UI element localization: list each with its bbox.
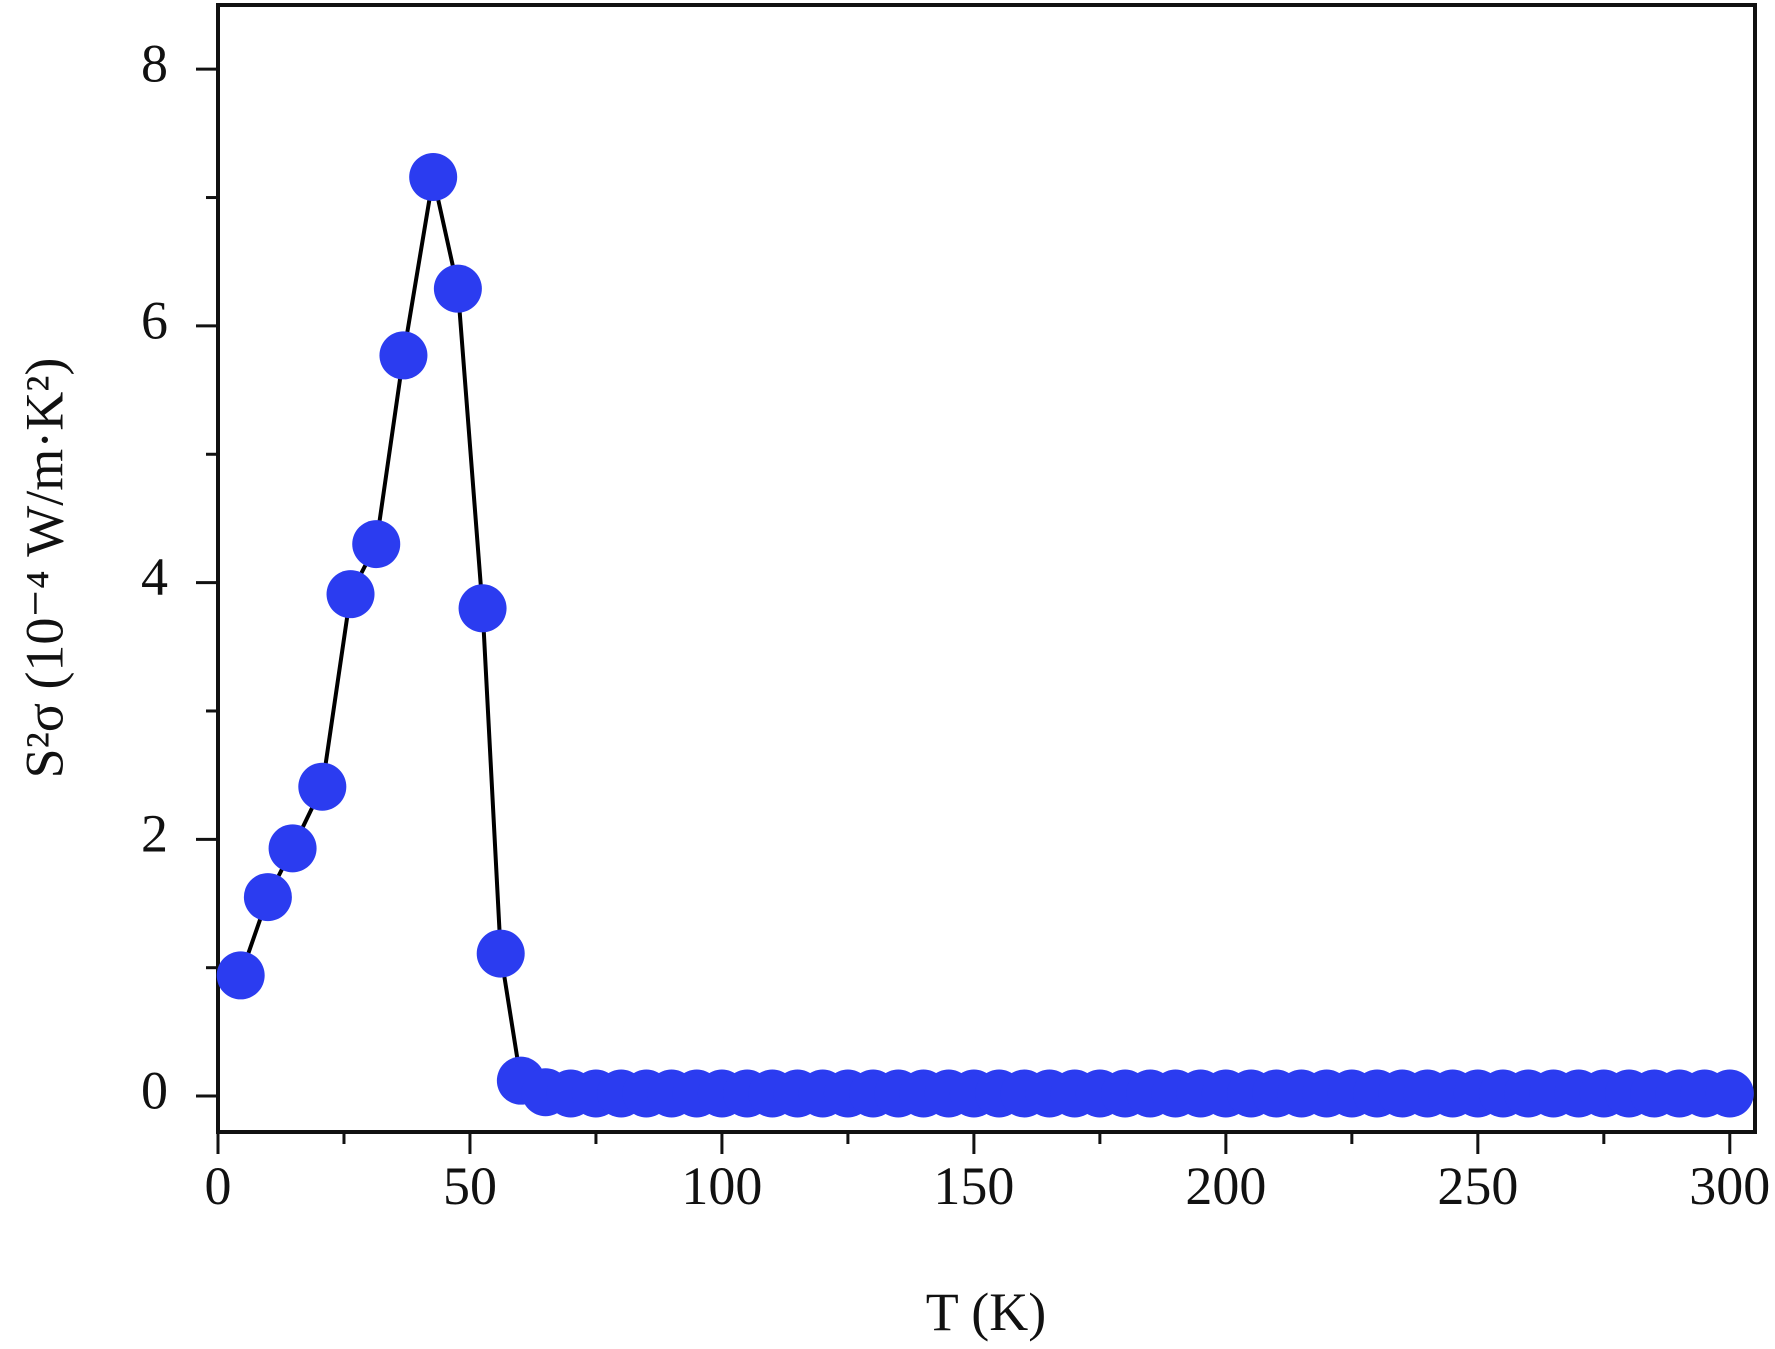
data-point <box>476 929 525 978</box>
x-tick-label: 300 <box>1689 1156 1770 1216</box>
data-point <box>268 824 317 873</box>
y-tick-label: 0 <box>141 1060 168 1120</box>
data-point <box>433 264 482 313</box>
data-point <box>326 570 375 619</box>
x-tick-label: 150 <box>933 1156 1014 1216</box>
x-tick-label: 100 <box>681 1156 762 1216</box>
data-point <box>379 331 428 380</box>
x-tick-label: 200 <box>1185 1156 1266 1216</box>
y-tick-label: 4 <box>141 547 168 607</box>
data-point <box>243 873 292 922</box>
data-point <box>409 153 458 202</box>
series-line <box>238 176 1730 1096</box>
x-tick-label: 0 <box>205 1156 232 1216</box>
x-axis-label: T (K) <box>926 1282 1046 1342</box>
y-tick-label: 2 <box>141 804 168 864</box>
data-point <box>352 520 401 569</box>
x-tick-label: 50 <box>443 1156 497 1216</box>
data-point <box>1705 1069 1754 1118</box>
x-tick-label: 250 <box>1437 1156 1518 1216</box>
y-tick-label: 8 <box>141 34 168 94</box>
data-point <box>216 951 265 1000</box>
y-tick-label: 6 <box>141 290 168 350</box>
plot-frame <box>216 3 1757 1134</box>
y-axis-label: S²σ (10⁻⁴ W/m·K²) <box>14 358 74 779</box>
data-point <box>458 584 507 633</box>
data-point <box>298 762 347 811</box>
